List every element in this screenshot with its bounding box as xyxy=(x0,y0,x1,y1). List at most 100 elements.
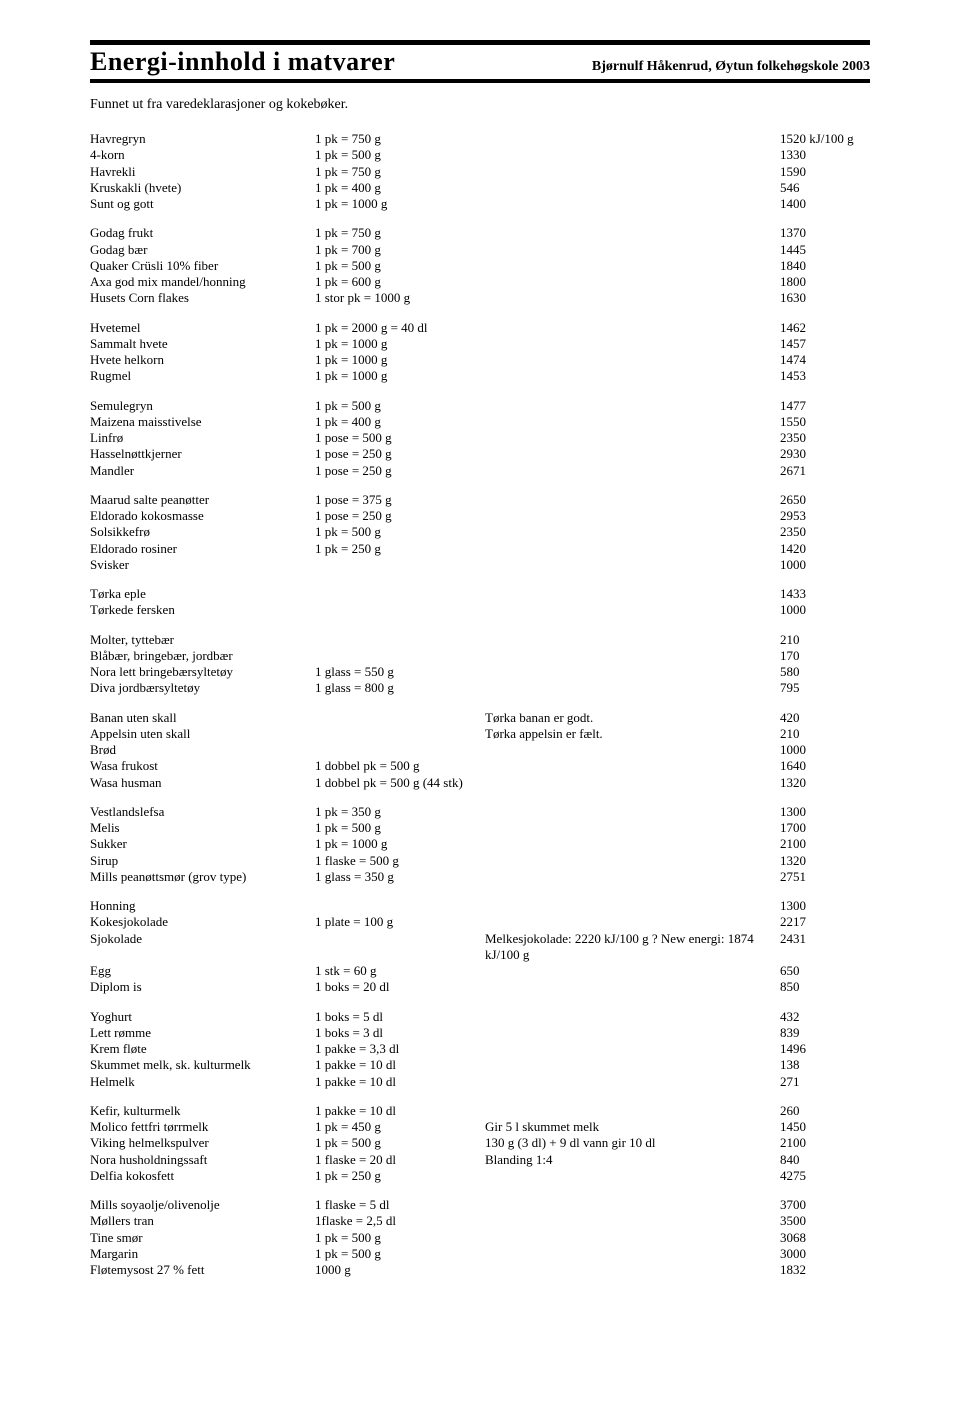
food-value: 1450 xyxy=(780,1119,870,1135)
food-row: Krem fløte1 pakke = 3,3 dl1496 xyxy=(90,1041,870,1057)
food-row: Fløtemysost 27 % fett1000 g1832 xyxy=(90,1262,870,1278)
food-row: Havrekli1 pk = 750 g1590 xyxy=(90,164,870,180)
food-note xyxy=(485,804,780,820)
food-note xyxy=(485,398,780,414)
food-group: Maarud salte peanøtter1 pose = 375 g2650… xyxy=(90,492,870,573)
food-pack: 1 pk = 1000 g xyxy=(315,336,485,352)
food-name: Helmelk xyxy=(90,1074,315,1090)
food-note xyxy=(485,914,780,930)
food-value: 1445 xyxy=(780,242,870,258)
food-group: Yoghurt1 boks = 5 dl432Lett rømme1 boks … xyxy=(90,1009,870,1090)
food-name: Delfia kokosfett xyxy=(90,1168,315,1184)
food-name: Vestlandslefsa xyxy=(90,804,315,820)
food-note xyxy=(485,1213,780,1229)
food-name: Kefir, kulturmelk xyxy=(90,1103,315,1119)
food-value: 1000 xyxy=(780,557,870,573)
food-note xyxy=(485,648,780,664)
food-value: 1462 xyxy=(780,320,870,336)
food-note xyxy=(485,225,780,241)
food-name: Molter, tyttebær xyxy=(90,632,315,648)
food-value: 1320 xyxy=(780,775,870,791)
food-pack: 1 pakke = 10 dl xyxy=(315,1103,485,1119)
food-note xyxy=(485,1009,780,1025)
food-pack: 1 pk = 700 g xyxy=(315,242,485,258)
food-pack: 1 pk = 250 g xyxy=(315,541,485,557)
food-row: Wasa husman1 dobbel pk = 500 g (44 stk)1… xyxy=(90,775,870,791)
food-name: Mills soyaolje/olivenolje xyxy=(90,1197,315,1213)
food-value: 138 xyxy=(780,1057,870,1073)
food-name: Blåbær, bringebær, jordbær xyxy=(90,648,315,664)
food-row: Sirup1 flaske = 500 g1320 xyxy=(90,853,870,869)
food-pack: 1 pk = 500 g xyxy=(315,147,485,163)
food-row: Husets Corn flakes1 stor pk = 1000 g1630 xyxy=(90,290,870,306)
food-value: 1800 xyxy=(780,274,870,290)
food-note xyxy=(485,290,780,306)
food-row: Brød1000 xyxy=(90,742,870,758)
food-note xyxy=(485,586,780,602)
food-value: 1590 xyxy=(780,164,870,180)
food-row: Delfia kokosfett1 pk = 250 g4275 xyxy=(90,1168,870,1184)
food-note: 130 g (3 dl) + 9 dl vann gir 10 dl xyxy=(485,1135,780,1151)
food-name: Eldorado rosiner xyxy=(90,541,315,557)
food-value: 3500 xyxy=(780,1213,870,1229)
food-pack: 1 pk = 250 g xyxy=(315,1168,485,1184)
food-pack xyxy=(315,742,485,758)
food-row: Lett rømme1 boks = 3 dl839 xyxy=(90,1025,870,1041)
food-note xyxy=(485,898,780,914)
food-value: 1457 xyxy=(780,336,870,352)
food-note xyxy=(485,602,780,618)
food-pack: 1 pk = 400 g xyxy=(315,180,485,196)
food-name: Yoghurt xyxy=(90,1009,315,1025)
food-row: Kokesjokolade1 plate = 100 g2217 xyxy=(90,914,870,930)
food-pack: 1flaske = 2,5 dl xyxy=(315,1213,485,1229)
food-row: Quaker Crüsli 10% fiber1 pk = 500 g1840 xyxy=(90,258,870,274)
food-name: Sukker xyxy=(90,836,315,852)
food-row: Mills soyaolje/olivenolje1 flaske = 5 dl… xyxy=(90,1197,870,1213)
food-note xyxy=(485,680,780,696)
food-row: Sammalt hvete1 pk = 1000 g1457 xyxy=(90,336,870,352)
food-pack: 1 pk = 500 g xyxy=(315,258,485,274)
food-value: 1420 xyxy=(780,541,870,557)
food-note xyxy=(485,508,780,524)
food-name: Margarin xyxy=(90,1246,315,1262)
food-row: Tørka eple1433 xyxy=(90,586,870,602)
food-row: Nora lett bringebærsyltetøy1 glass = 550… xyxy=(90,664,870,680)
food-name: Havregryn xyxy=(90,131,315,147)
food-pack: 1 pk = 1000 g xyxy=(315,368,485,384)
food-value: 1550 xyxy=(780,414,870,430)
food-row: Sunt og gott1 pk = 1000 g1400 xyxy=(90,196,870,212)
food-note: Tørka banan er godt. xyxy=(485,710,780,726)
food-name: Solsikkefrø xyxy=(90,524,315,540)
food-value: 1300 xyxy=(780,898,870,914)
food-pack: 1 pakke = 3,3 dl xyxy=(315,1041,485,1057)
food-name: 4-korn xyxy=(90,147,315,163)
food-note xyxy=(485,820,780,836)
food-value: 1630 xyxy=(780,290,870,306)
food-note xyxy=(485,758,780,774)
food-value: 1000 xyxy=(780,742,870,758)
food-name: Linfrø xyxy=(90,430,315,446)
food-value: 2953 xyxy=(780,508,870,524)
food-note xyxy=(485,352,780,368)
food-pack: 1 pk = 2000 g = 40 dl xyxy=(315,320,485,336)
food-pack: 1 pk = 600 g xyxy=(315,274,485,290)
food-value: 260 xyxy=(780,1103,870,1119)
food-group: Godag frukt1 pk = 750 g1370Godag bær1 pk… xyxy=(90,225,870,306)
food-pack: 1 pk = 1000 g xyxy=(315,196,485,212)
food-note xyxy=(485,869,780,885)
food-value: 1400 xyxy=(780,196,870,212)
food-row: Mills peanøttsmør (grov type)1 glass = 3… xyxy=(90,869,870,885)
food-row: Maarud salte peanøtter1 pose = 375 g2650 xyxy=(90,492,870,508)
food-note xyxy=(485,1025,780,1041)
food-row: Svisker1000 xyxy=(90,557,870,573)
page-title: Energi-innhold i matvarer xyxy=(90,47,395,77)
food-row: Appelsin uten skallTørka appelsin er fæl… xyxy=(90,726,870,742)
food-pack: 1 pose = 250 g xyxy=(315,508,485,524)
food-row: Sukker1 pk = 1000 g2100 xyxy=(90,836,870,852)
food-value: 271 xyxy=(780,1074,870,1090)
food-pack: 1 pk = 400 g xyxy=(315,414,485,430)
food-value: 1840 xyxy=(780,258,870,274)
food-name: Molico fettfri tørrmelk xyxy=(90,1119,315,1135)
food-pack: 1 pk = 500 g xyxy=(315,1246,485,1262)
food-row: Tørkede fersken1000 xyxy=(90,602,870,618)
